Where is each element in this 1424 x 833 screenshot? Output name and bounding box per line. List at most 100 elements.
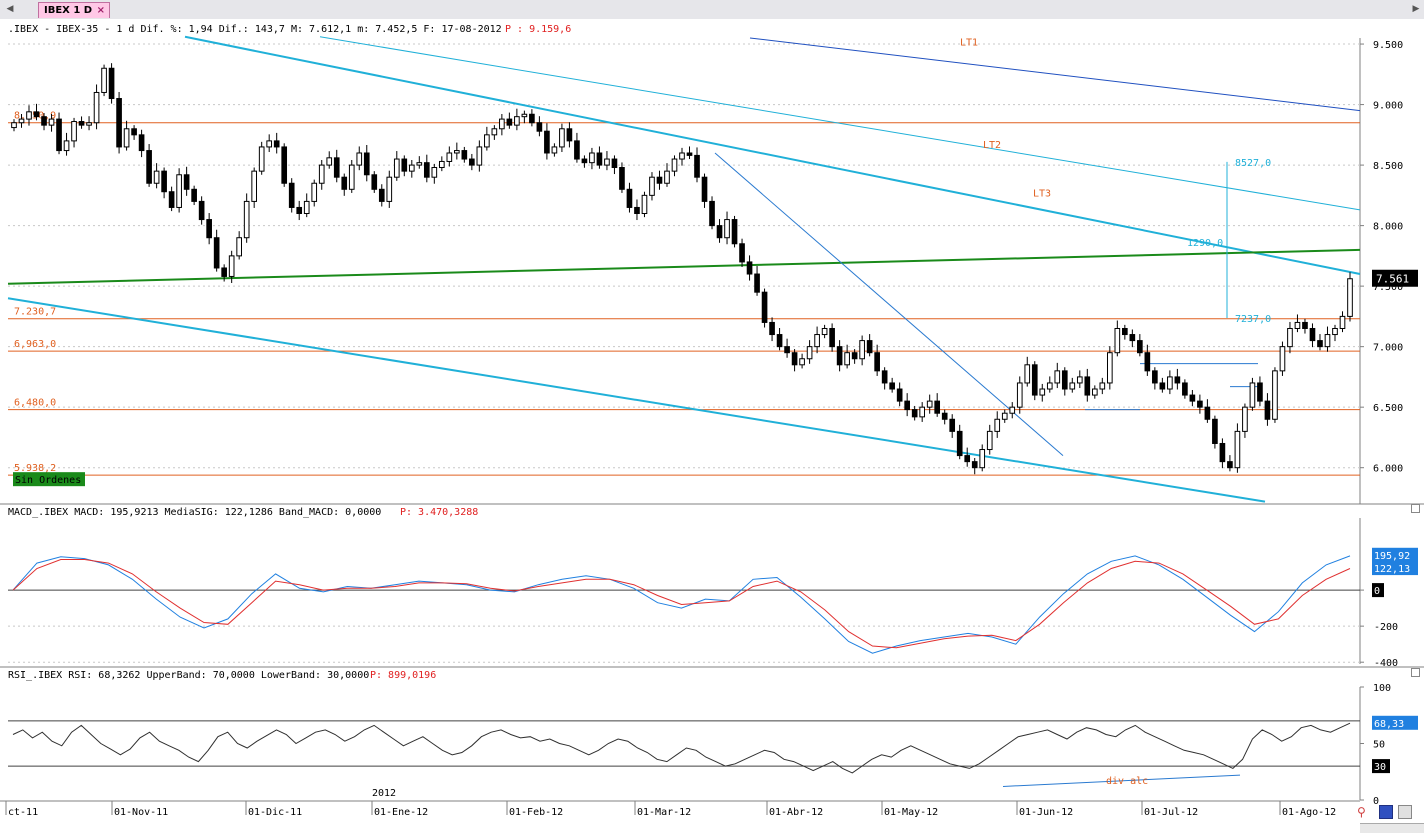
candle-body: [281, 146, 288, 184]
macd-panel-bg: [0, 505, 1424, 667]
candle-body: [1167, 376, 1173, 390]
candle-body: [1242, 406, 1248, 432]
candle-body: [859, 340, 865, 360]
candle-body: [93, 91, 100, 124]
candle-body: [48, 118, 55, 126]
panel-close-icon[interactable]: [1411, 668, 1420, 677]
search-icon[interactable]: ⚲: [1357, 805, 1366, 819]
candle-body: [228, 255, 235, 277]
save-icon[interactable]: [1379, 805, 1393, 819]
candle-body: [656, 176, 663, 184]
candle-body: [401, 158, 408, 172]
candle-body: [386, 176, 393, 202]
close-icon[interactable]: ×: [96, 5, 105, 16]
candle-body: [1039, 388, 1046, 396]
candle-body: [1009, 406, 1016, 414]
candle-body: [1332, 327, 1338, 336]
candle-body: [1114, 327, 1121, 354]
trendline-label: LT1: [960, 37, 978, 48]
candle-body: [153, 170, 160, 184]
candle-body: [1309, 327, 1316, 342]
tab-scroll-right-icon[interactable]: ▶: [1412, 4, 1420, 14]
candle-body: [1197, 400, 1203, 408]
candle-body: [979, 449, 986, 469]
candle-body: [431, 167, 438, 178]
candle-body: [769, 321, 775, 336]
price-ytick-label: 6.500: [1373, 403, 1403, 414]
trendline-lt2-cyan: [319, 36, 1361, 211]
signal-value-label: 122,13: [1374, 564, 1410, 575]
rsi-divergence-line: [1002, 774, 1241, 787]
price-ytick-label: 9.000: [1373, 101, 1403, 112]
candle-body: [536, 122, 543, 132]
candle-body: [258, 146, 265, 172]
candle-body: [694, 154, 700, 178]
candle-body: [844, 352, 850, 366]
panel-close-icon[interactable]: [1411, 504, 1420, 513]
candle-body: [986, 430, 993, 451]
tab-ibex-1d[interactable]: IBEX 1 D ×: [38, 2, 110, 18]
time-axis-bg: [0, 801, 1360, 832]
price-ytick-label: 9.500: [1373, 40, 1403, 51]
last-price-box: [1372, 269, 1418, 287]
print-icon[interactable]: [1398, 805, 1412, 819]
candle-body: [994, 418, 1001, 432]
candle-body: [889, 382, 895, 390]
rsi-header-text: RSI_.IBEX RSI: 68,3262 UpperBand: 70,000…: [8, 670, 369, 681]
candle-body: [56, 118, 62, 152]
candle-body: [754, 273, 760, 293]
candle-body: [311, 182, 318, 202]
candle-body: [191, 188, 197, 202]
price-hline-label: 7.230,7: [14, 307, 56, 318]
candle-body: [1152, 370, 1158, 384]
candle-body: [378, 188, 385, 202]
candle-body: [1294, 321, 1301, 329]
candle-body: [1227, 461, 1233, 469]
horizontal-scrollbar[interactable]: [1360, 823, 1424, 833]
candle-body: [243, 200, 250, 239]
candle-body: [438, 160, 445, 169]
measure-mid-label: 1290,0: [1187, 238, 1223, 249]
candle-body: [469, 158, 475, 166]
candle-body: [1106, 352, 1113, 384]
rsi-ytick-label: 0: [1373, 796, 1379, 807]
candle-body: [1257, 382, 1263, 402]
price-header-p: P : 9.159,6: [505, 24, 571, 35]
candle-body: [1061, 370, 1068, 390]
candle-body: [566, 128, 573, 142]
rsi-panel-bg: [0, 668, 1424, 802]
candle-body: [1287, 327, 1293, 348]
candle-body: [303, 200, 310, 215]
rsi-ytick-label: 100: [1373, 683, 1391, 694]
candle-body: [1182, 382, 1188, 396]
rsi-panel: RSI_.IBEX RSI: 68,3262 UpperBand: 70,000…: [0, 668, 1424, 807]
candle-body: [559, 128, 565, 148]
time-axis-label: 01-Jul-12: [1144, 807, 1198, 818]
candle-body: [611, 158, 618, 169]
candle-body: [1189, 394, 1196, 402]
chart-canvas[interactable]: .IBEX - IBEX-35 - 1 d Dif. %: 1,94 Dif.:…: [0, 19, 1424, 832]
candle-body: [686, 152, 693, 156]
time-axis-label: 01-Abr-12: [769, 807, 823, 818]
candle-body: [664, 170, 670, 184]
time-axis-label: 01-May-12: [884, 807, 938, 818]
candle-body: [446, 152, 453, 162]
candle-body: [919, 406, 926, 418]
candle-body: [716, 225, 723, 239]
candle-body: [1046, 382, 1053, 390]
candle-body: [619, 167, 625, 190]
candle-body: [956, 430, 963, 457]
candle-body: [1024, 364, 1031, 384]
candle-body: [1031, 364, 1038, 396]
candle-body: [356, 152, 363, 166]
candle-body: [1212, 418, 1218, 444]
tab-scroll-left-icon[interactable]: ◀: [6, 4, 14, 14]
candle-body: [363, 152, 370, 176]
signal-value-box: [1372, 561, 1418, 576]
rsi-lower-box: [1372, 759, 1390, 774]
rsi-value-label: 68,33: [1374, 719, 1404, 730]
macd-series-macd: [12, 555, 1351, 654]
candle-body: [574, 140, 580, 160]
candle-body: [806, 346, 813, 360]
